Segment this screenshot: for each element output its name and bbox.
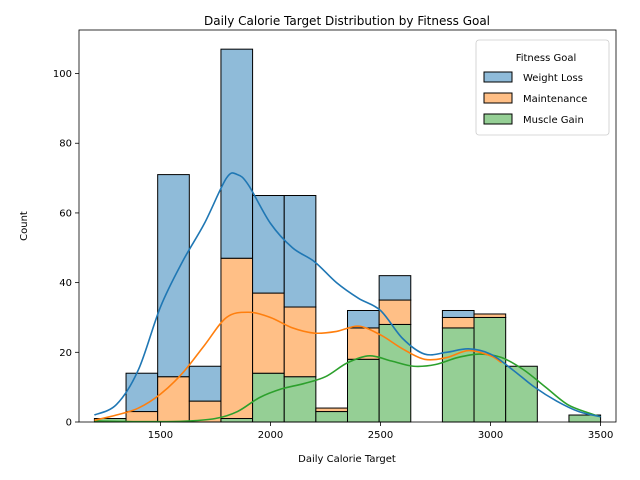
legend-items: Weight Loss Maintenance Muscle Gain [483, 71, 587, 126]
bar-maintenance-11 [441, 316, 475, 329]
bar-muscle-gain-11 [441, 327, 475, 423]
x-axis: 1500 2000 2500 3000 3500 [148, 422, 613, 441]
bar-weight-loss-1 [125, 372, 159, 413]
legend-swatch-muscle-gain [483, 113, 513, 125]
bar-maintenance-4 [220, 257, 254, 420]
bars-group [93, 48, 602, 423]
bar-weight-loss-8 [347, 309, 380, 329]
bar-maintenance-1 [125, 411, 159, 423]
y-tick-label: 80 [59, 139, 72, 150]
legend-swatch-weight-loss [483, 71, 513, 83]
chart-title: Daily Calorie Target Distribution by Fit… [204, 14, 490, 28]
bar-weight-loss-2 [157, 174, 190, 378]
legend: Fitness Goal Weight Loss Maintenance Muscl… [475, 39, 610, 136]
bar-muscle-gain-12 [473, 316, 507, 423]
bar-weight-loss-9 [378, 275, 412, 301]
x-tick-label: 1500 [148, 430, 173, 441]
y-tick-label: 20 [59, 348, 72, 359]
bar-muscle-gain-7 [315, 411, 349, 423]
bar-weight-loss-4 [220, 48, 254, 259]
legend-title: Fitness Goal [516, 53, 577, 64]
bar-weight-loss-5 [252, 195, 285, 294]
y-tick-label: 100 [53, 69, 72, 80]
y-tick-label: 40 [59, 278, 72, 289]
bar-weight-loss-11 [441, 309, 475, 318]
x-axis-label: Daily Calorie Target [298, 454, 396, 465]
bar-maintenance-7 [315, 407, 349, 413]
x-tick-label: 3000 [478, 430, 503, 441]
kde-line-weight-loss [94, 172, 601, 418]
bar-weight-loss-3 [188, 365, 222, 402]
kde-curves-group [94, 172, 601, 423]
y-axis: 0 20 40 60 80 100 [53, 69, 79, 429]
kde-line-muscle-gain [94, 353, 601, 423]
x-tick-label: 2500 [368, 430, 393, 441]
bar-maintenance-9 [378, 299, 412, 325]
x-tick-label: 3500 [588, 430, 613, 441]
bar-muscle-gain-9 [378, 323, 412, 423]
legend-box [475, 39, 610, 136]
plot-frame [78, 29, 617, 423]
bar-muscle-gain-6 [283, 376, 317, 423]
x-tick-label: 2000 [258, 430, 283, 441]
bar-muscle-gain-5 [252, 372, 285, 423]
bar-weight-loss-6 [283, 195, 317, 308]
bar-muscle-gain-13 [505, 365, 538, 423]
bar-maintenance-12 [473, 313, 507, 318]
legend-label-muscle-gain: Muscle Gain [523, 115, 584, 126]
y-axis-label: Count [19, 211, 30, 241]
kde-line-maintenance [94, 311, 503, 422]
legend-swatch-maintenance [483, 92, 513, 104]
bar-maintenance-6 [283, 306, 317, 378]
bar-muscle-gain-8 [347, 358, 380, 423]
y-tick-label: 0 [66, 418, 72, 429]
bar-muscle-gain-4 [220, 418, 254, 423]
legend-label-weight-loss: Weight Loss [523, 73, 583, 84]
bar-maintenance-5 [252, 292, 285, 374]
legend-label-maintenance: Maintenance [523, 94, 587, 105]
y-tick-label: 60 [59, 208, 72, 219]
